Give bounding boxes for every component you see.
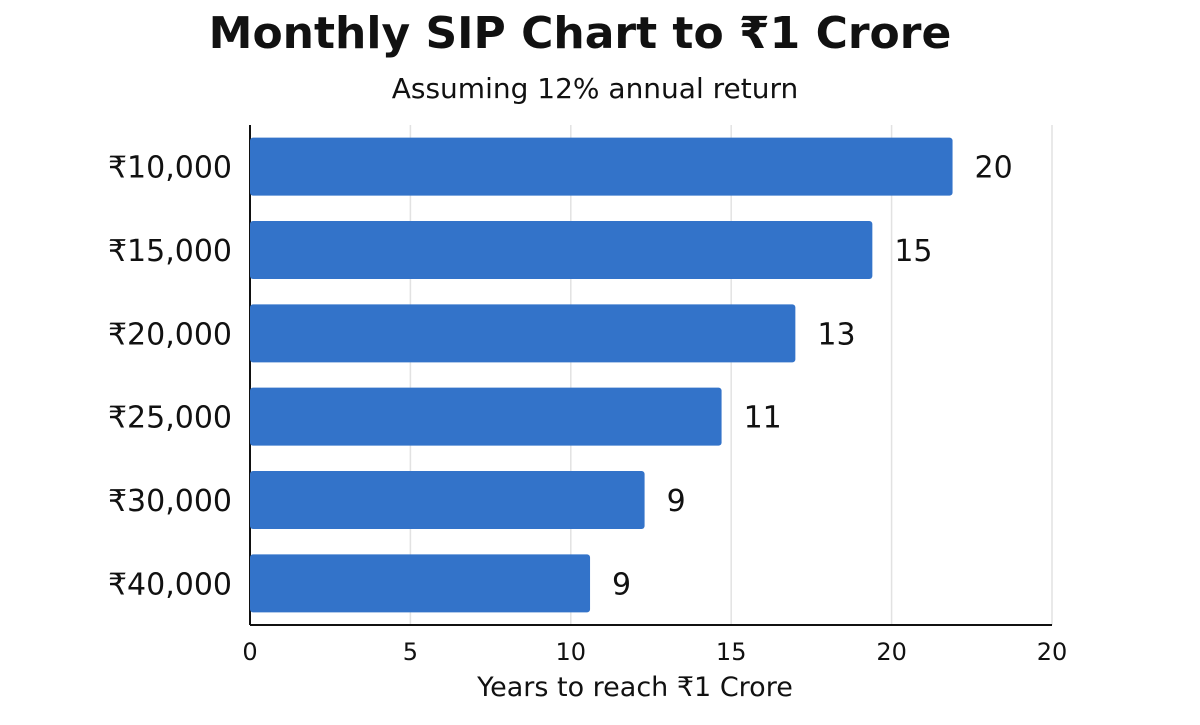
x-tick-label: 5 [403,638,418,666]
bar [250,387,722,446]
data-label: 9 [612,567,631,602]
bar [250,304,796,363]
data-label: 9 [667,484,686,519]
data-label: 13 [817,317,855,352]
y-tick-label: ₹25,000 [108,401,232,436]
x-tick-label: 0 [242,638,257,666]
data-label: 20 [975,151,1013,186]
data-label: 11 [744,401,782,436]
x-tick-label: 15 [716,638,747,666]
x-tick-label: 20 [1037,638,1068,666]
chart-title: Monthly SIP Chart to ₹1 Crore [208,8,952,59]
y-tick-label: ₹20,000 [108,317,232,352]
y-tick-label: ₹30,000 [108,484,232,519]
y-tick-label: ₹15,000 [108,234,232,269]
x-tick-label: 20 [876,638,907,666]
bar [250,554,591,613]
x-axis-label: Years to reach ₹1 Crore [477,672,793,703]
x-tick-label: 10 [556,638,587,666]
y-tick-label: ₹10,000 [108,151,232,186]
bar [250,471,645,529]
bar [250,137,953,196]
y-tick-label: ₹40,000 [108,567,232,602]
bar [250,221,873,279]
chart-subtitle: Assuming 12% annual return [391,72,799,105]
data-label: 15 [894,234,932,269]
